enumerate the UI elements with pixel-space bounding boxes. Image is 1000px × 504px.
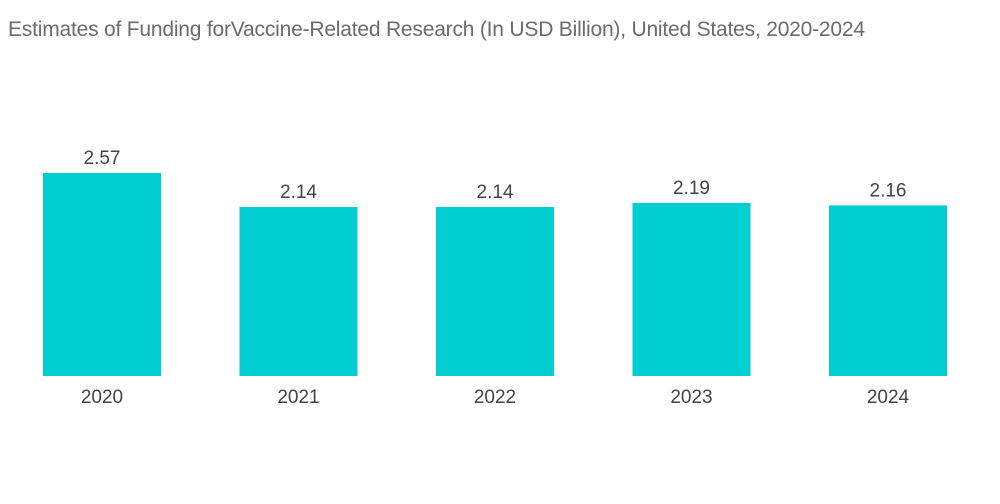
data-label-group: 2.57 2.14 2.14 2.19 2.16	[84, 148, 907, 203]
data-label-2022: 2.14	[477, 182, 514, 203]
x-tick-2024: 2024	[867, 387, 910, 408]
x-tick-2022: 2022	[474, 387, 516, 408]
bar-2022	[436, 207, 554, 376]
bar-group	[43, 173, 947, 376]
data-label-2023: 2.19	[673, 178, 710, 199]
x-tick-2023: 2023	[670, 387, 712, 408]
x-tick-2020: 2020	[81, 387, 123, 408]
data-label-2020: 2.57	[84, 148, 121, 169]
bar-2023	[632, 203, 751, 376]
bar-2024	[829, 205, 947, 376]
x-tick-2021: 2021	[277, 387, 319, 408]
x-axis-tick-group: 2020 2021 2022 2023 2024	[81, 387, 910, 408]
bar-2021	[239, 207, 358, 376]
bar-2020	[43, 173, 161, 376]
chart-title: Estimates of Funding forVaccine-Related …	[8, 18, 865, 41]
data-label-2024: 2.16	[870, 180, 907, 201]
data-label-2021: 2.14	[280, 182, 317, 203]
